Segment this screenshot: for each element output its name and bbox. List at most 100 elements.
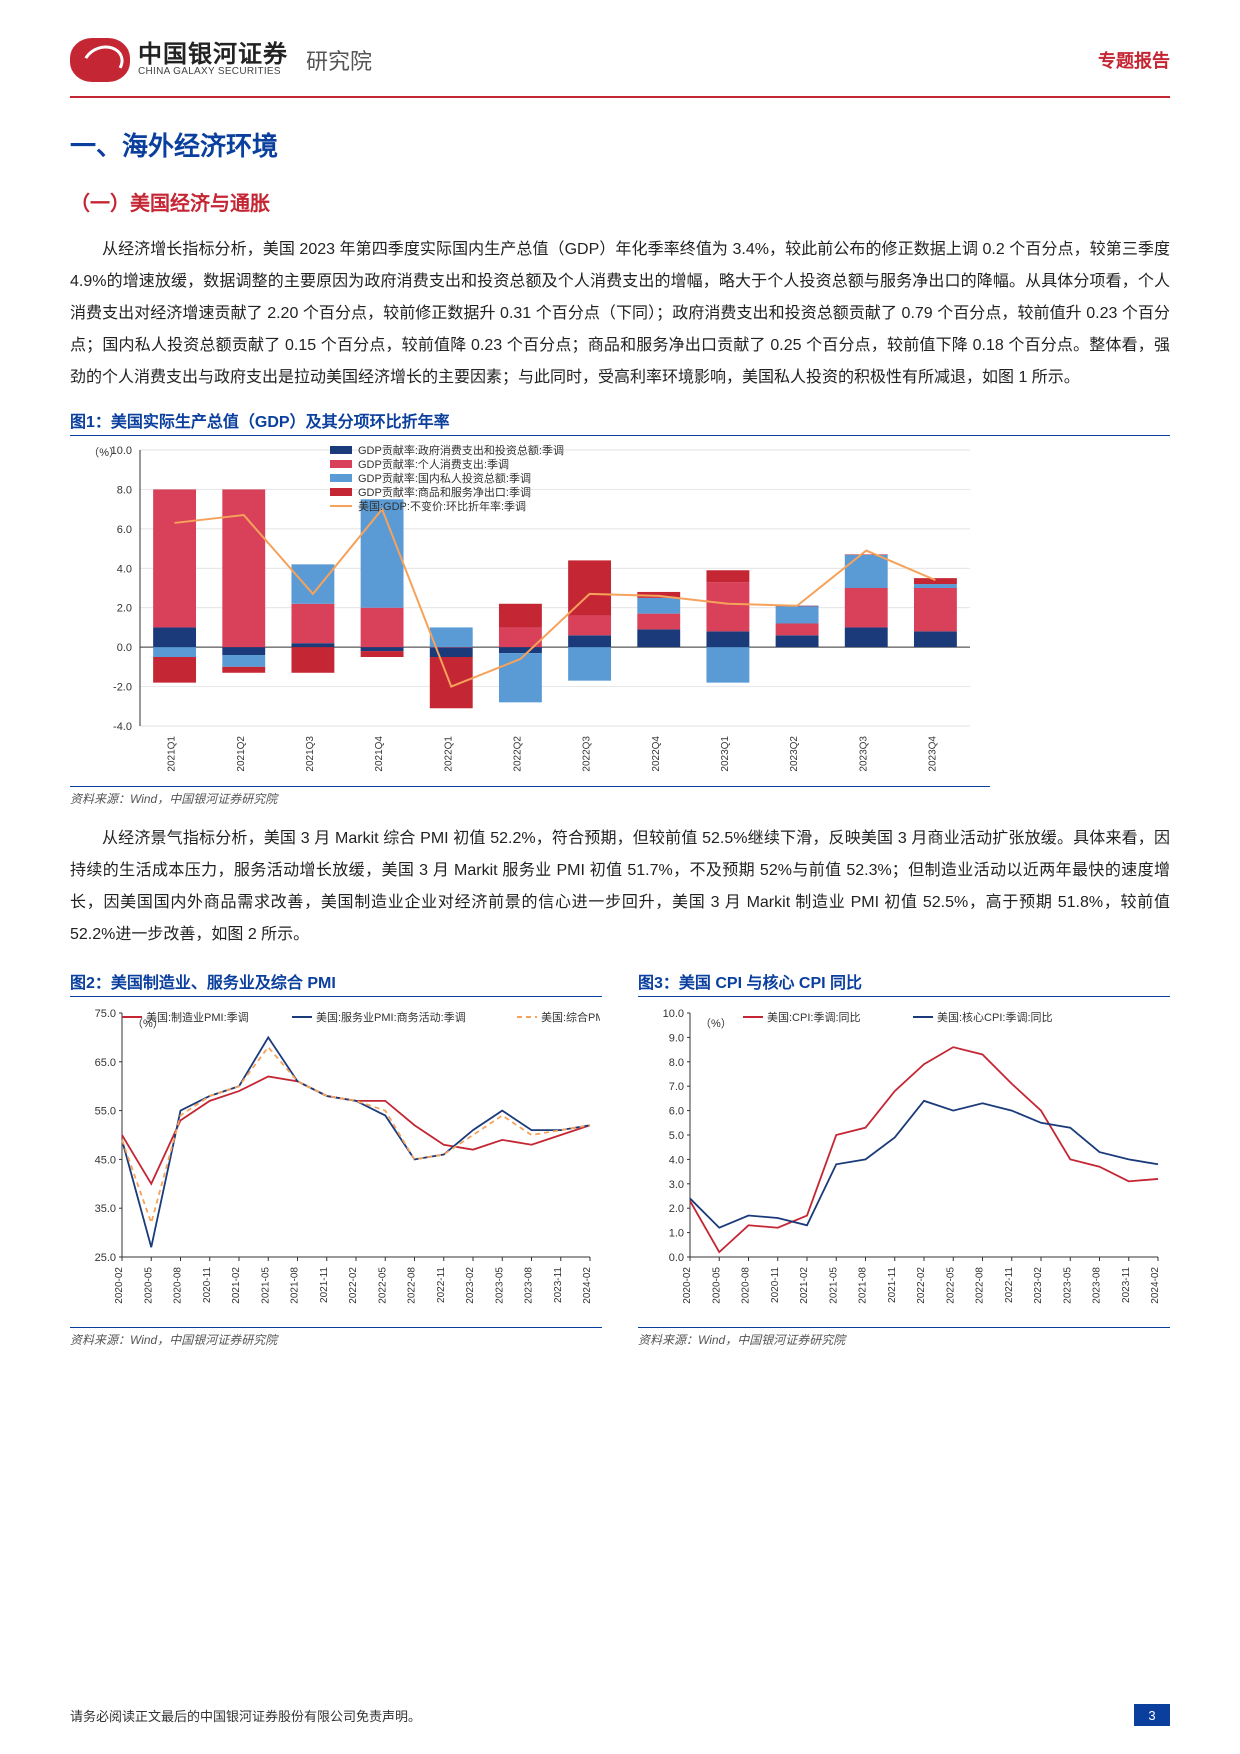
paragraph-1: 从经济增长指标分析，美国 2023 年第四季度实际国内生产总值（GDP）年化季率…: [70, 234, 1170, 394]
svg-text:2020-08: 2020-08: [741, 1267, 752, 1304]
svg-text:2022-08: 2022-08: [975, 1267, 986, 1304]
svg-text:2021-08: 2021-08: [858, 1267, 869, 1304]
svg-text:2021Q3: 2021Q3: [305, 736, 316, 772]
svg-text:2021Q4: 2021Q4: [374, 736, 385, 772]
svg-text:55.0: 55.0: [95, 1106, 116, 1118]
svg-text:2021-08: 2021-08: [290, 1267, 301, 1304]
page-header: 中国银河证券 CHINA GALAXY SECURITIES 研究院 专题报告: [70, 30, 1170, 98]
svg-text:75.0: 75.0: [95, 1008, 116, 1020]
svg-text:2021Q1: 2021Q1: [167, 736, 178, 772]
svg-text:5.0: 5.0: [669, 1130, 684, 1142]
svg-text:2022-11: 2022-11: [1004, 1267, 1015, 1303]
svg-text:7.0: 7.0: [669, 1081, 684, 1093]
svg-text:美国:制造业PMI:季调: 美国:制造业PMI:季调: [146, 1010, 249, 1024]
svg-text:3.0: 3.0: [669, 1179, 684, 1191]
svg-text:GDP贡献率:个人消费支出:季调: GDP贡献率:个人消费支出:季调: [358, 457, 509, 471]
svg-text:2022-11: 2022-11: [436, 1267, 447, 1303]
section-heading-1: 一、海外经济环境: [70, 126, 1170, 163]
svg-text:8.0: 8.0: [117, 484, 132, 496]
svg-text:2021-02: 2021-02: [231, 1267, 242, 1304]
svg-text:2022Q3: 2022Q3: [582, 736, 593, 772]
svg-text:2020-11: 2020-11: [770, 1267, 781, 1303]
svg-text:35.0: 35.0: [95, 1203, 116, 1215]
svg-text:2021Q2: 2021Q2: [236, 736, 247, 772]
disclaimer-text: 请务必阅读正文最后的中国银河证券股份有限公司免责声明。: [70, 1706, 421, 1725]
svg-text:2023-02: 2023-02: [1033, 1267, 1044, 1304]
logo-block: 中国银河证券 CHINA GALAXY SECURITIES 研究院: [70, 38, 372, 82]
svg-text:6.0: 6.0: [669, 1106, 684, 1118]
svg-text:2020-05: 2020-05: [711, 1267, 722, 1304]
galaxy-logo-icon: [70, 38, 130, 82]
page-footer: 请务必阅读正文最后的中国银河证券股份有限公司免责声明。 3: [70, 1704, 1170, 1726]
paragraph-2: 从经济景气指标分析，美国 3 月 Markit 综合 PMI 初值 52.2%，…: [70, 823, 1170, 951]
svg-text:2020-08: 2020-08: [173, 1267, 184, 1304]
svg-text:2021-05: 2021-05: [260, 1267, 271, 1304]
svg-text:（%）: （%）: [88, 446, 120, 459]
page-number: 3: [1134, 1704, 1170, 1726]
svg-text:2023-11: 2023-11: [553, 1267, 564, 1303]
svg-text:0.0: 0.0: [117, 642, 132, 654]
fig3-chart: 0.0 1.0 2.0 3.0 4.0 5.0 6.0 7.0 8.0 9.0 10.0 （%） 202…: [638, 1003, 1170, 1323]
svg-text:2022-08: 2022-08: [407, 1267, 418, 1304]
svg-text:2023Q4: 2023Q4: [927, 736, 938, 772]
svg-text:4.0: 4.0: [669, 1154, 684, 1166]
svg-text:2022-02: 2022-02: [916, 1267, 927, 1304]
fig3-title: 图3：美国 CPI 与核心 CPI 同比: [638, 969, 1170, 997]
report-tag: 专题报告: [1098, 47, 1170, 73]
svg-text:2022-02: 2022-02: [348, 1267, 359, 1304]
svg-text:9.0: 9.0: [669, 1032, 684, 1044]
svg-text:8.0: 8.0: [669, 1057, 684, 1069]
svg-text:4.0: 4.0: [117, 563, 132, 575]
section-subheading-1-1: （一）美国经济与通胀: [70, 187, 1170, 216]
svg-text:2023-05: 2023-05: [494, 1267, 505, 1304]
svg-text:（%）: （%）: [700, 1017, 732, 1030]
svg-text:美国:核心CPI:季调:同比: 美国:核心CPI:季调:同比: [937, 1010, 1053, 1024]
svg-text:2020-02: 2020-02: [114, 1267, 125, 1304]
svg-text:美国:GDP:不变价:环比折年率:季调: 美国:GDP:不变价:环比折年率:季调: [358, 499, 526, 513]
svg-text:2023-02: 2023-02: [465, 1267, 476, 1304]
fig2-title: 图2：美国制造业、服务业及综合 PMI: [70, 969, 602, 997]
svg-text:65.0: 65.0: [95, 1057, 116, 1069]
fig2-source: 资料来源：Wind，中国银河证券研究院: [70, 1327, 602, 1348]
svg-text:2022Q4: 2022Q4: [651, 736, 662, 772]
svg-text:2.0: 2.0: [117, 603, 132, 615]
svg-text:2024-02: 2024-02: [582, 1267, 593, 1304]
svg-text:2021-05: 2021-05: [828, 1267, 839, 1304]
svg-text:2023-05: 2023-05: [1062, 1267, 1073, 1304]
institute-label: 研究院: [306, 44, 372, 76]
svg-text:2023-11: 2023-11: [1121, 1267, 1132, 1303]
svg-text:2022Q1: 2022Q1: [443, 736, 454, 772]
svg-text:2024-02: 2024-02: [1150, 1267, 1161, 1304]
fig1-chart: -4.0-2.00.02.04.06.08.010.0（%）2021Q12021…: [70, 442, 1170, 782]
svg-text:2023Q1: 2023Q1: [720, 736, 731, 772]
svg-text:2.0: 2.0: [669, 1203, 684, 1215]
fig1-source: 资料来源：Wind，中国银河证券研究院: [70, 786, 990, 807]
svg-text:-4.0: -4.0: [113, 721, 132, 733]
svg-text:GDP贡献率:政府消费支出和投资总额:季调: GDP贡献率:政府消费支出和投资总额:季调: [358, 443, 564, 457]
svg-text:2023Q2: 2023Q2: [789, 736, 800, 772]
logo-cn: 中国银河证券: [138, 42, 288, 67]
svg-text:10.0: 10.0: [663, 1008, 684, 1020]
svg-text:1.0: 1.0: [669, 1228, 684, 1240]
svg-text:-2.0: -2.0: [113, 682, 132, 694]
svg-text:GDP贡献率:国内私人投资总额:季调: GDP贡献率:国内私人投资总额:季调: [358, 471, 531, 485]
svg-text:2022Q2: 2022Q2: [512, 736, 523, 772]
logo-en: CHINA GALAXY SECURITIES: [138, 67, 288, 78]
svg-text:2020-11: 2020-11: [202, 1267, 213, 1303]
svg-text:美国:综合PMI: 美国:综合PMI: [541, 1010, 600, 1024]
svg-text:2022-05: 2022-05: [377, 1267, 388, 1304]
svg-text:美国:服务业PMI:商务活动:季调: 美国:服务业PMI:商务活动:季调: [316, 1010, 466, 1024]
svg-text:2022-05: 2022-05: [945, 1267, 956, 1304]
svg-text:0.0: 0.0: [669, 1252, 684, 1264]
svg-text:25.0: 25.0: [95, 1252, 116, 1264]
svg-text:2020-05: 2020-05: [143, 1267, 154, 1304]
fig3-source: 资料来源：Wind，中国银河证券研究院: [638, 1327, 1170, 1348]
svg-text:2020-02: 2020-02: [682, 1267, 693, 1304]
svg-text:2023-08: 2023-08: [1092, 1267, 1103, 1304]
svg-text:2021-11: 2021-11: [887, 1267, 898, 1303]
fig2-chart: 25.035.045.055.065.075.0（%）2020-022020-0…: [70, 1003, 602, 1323]
svg-text:2021-11: 2021-11: [319, 1267, 330, 1303]
svg-text:2021-02: 2021-02: [799, 1267, 810, 1304]
fig1-title: 图1：美国实际生产总值（GDP）及其分项环比折年率: [70, 408, 1170, 436]
svg-text:美国:CPI:季调:同比: 美国:CPI:季调:同比: [767, 1011, 861, 1024]
